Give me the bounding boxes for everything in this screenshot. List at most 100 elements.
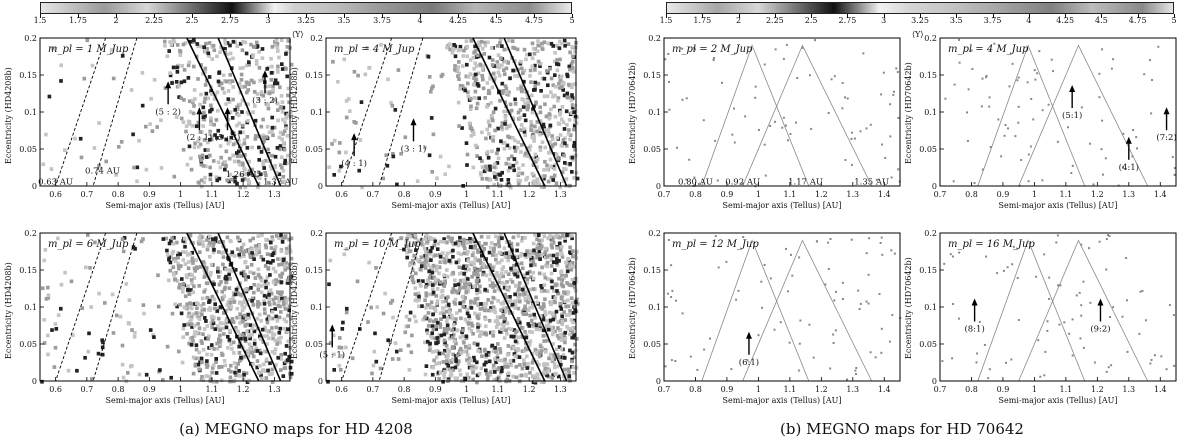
- chaos-cell: [475, 269, 479, 274]
- chaos-cell: [285, 281, 290, 285]
- chaos-cell: [231, 56, 235, 61]
- chaos-cell: [212, 297, 217, 302]
- chaos-cell: [431, 132, 436, 137]
- chaos-cell: [500, 63, 504, 68]
- chaos-cell: [195, 306, 199, 311]
- chaos-cell: [261, 76, 266, 81]
- chaos-cell: [475, 288, 479, 292]
- chaos-cell: [546, 179, 551, 184]
- chaos-cell: [466, 289, 471, 294]
- chaos-cell: [259, 172, 263, 177]
- chaos-cell: [496, 147, 500, 152]
- hill-line: [742, 239, 873, 382]
- chaos-cell: [554, 372, 558, 377]
- chaos-cell: [987, 377, 990, 380]
- chaos-cell: [235, 105, 239, 109]
- chaos-cell: [432, 275, 436, 280]
- chaos-cell: [521, 312, 526, 316]
- plot-area: 0.6 0.7 0.8 0.9 1 1.1 1.2 1.300.050.10.150.2(3 …: [305, 34, 580, 199]
- chaos-cell: [272, 332, 277, 337]
- chaos-cell: [975, 361, 978, 364]
- chaos-cell: [472, 341, 477, 346]
- chaos-cell: [260, 233, 264, 238]
- chaos-cell: [445, 240, 449, 245]
- chaos-cell: [229, 363, 233, 368]
- chaos-cell: [487, 131, 491, 136]
- chaos-cell: [278, 163, 283, 168]
- chaos-cell: [190, 322, 194, 327]
- chaos-cell: [558, 112, 562, 117]
- chaos-cell: [192, 266, 197, 271]
- chaos-cell: [69, 279, 74, 284]
- chaos-cell: [543, 250, 548, 255]
- chaos-cell: [193, 330, 197, 334]
- chaos-cell: [1149, 59, 1151, 62]
- chaos-cell: [463, 86, 467, 91]
- chaos-cell: [342, 252, 347, 257]
- chaos-cell: [277, 172, 282, 177]
- chaos-cell: [525, 52, 529, 57]
- chaos-cell: [283, 295, 287, 300]
- chaos-cell: [234, 365, 238, 370]
- chaos-cell: [239, 154, 243, 158]
- chaos-cell: [952, 180, 955, 183]
- chaos-cell: [223, 160, 227, 164]
- chaos-cell: [498, 38, 503, 42]
- arrow-head: [1069, 85, 1076, 92]
- chaos-cell: [272, 351, 277, 355]
- chaos-cell: [203, 66, 208, 71]
- y-axis-label: Eccentricity (HD70642b): [904, 257, 913, 359]
- chaos-cell: [534, 323, 539, 327]
- chaos-cell: [194, 258, 198, 262]
- chaos-cell: [240, 245, 244, 250]
- chaos-cell: [509, 334, 514, 339]
- chaos-cell: [230, 116, 235, 120]
- chaos-cell: [212, 122, 216, 127]
- chaos-cell: [453, 67, 457, 72]
- chaos-cell: [551, 295, 556, 299]
- chaos-cell: [287, 39, 291, 43]
- chaos-cell: [480, 244, 484, 249]
- colorbar-tick-mark: [774, 14, 776, 18]
- chaos-cell: [570, 301, 575, 305]
- chaos-cell: [217, 282, 222, 287]
- chaos-cell: [240, 84, 244, 89]
- chaos-cell: [459, 252, 463, 257]
- chaos-cell: [569, 233, 574, 238]
- chaos-cell: [224, 102, 228, 106]
- chaos-cell: [89, 305, 93, 309]
- chaos-cell: [253, 276, 258, 280]
- chaos-cell: [480, 354, 484, 358]
- chaos-cell: [504, 86, 509, 91]
- chaos-cell: [215, 346, 220, 351]
- chaos-cell: [498, 315, 503, 320]
- chaos-cell: [224, 267, 228, 272]
- chaos-cell: [551, 165, 556, 169]
- chaos-cell: [426, 249, 431, 254]
- x-tick-label: 1: [756, 190, 761, 199]
- hill-line: [92, 37, 138, 187]
- chaos-cell: [495, 352, 500, 357]
- chaos-cell: [418, 241, 423, 246]
- chaos-cell: [514, 254, 519, 259]
- chaos-cell: [211, 363, 216, 368]
- panel-hd70642-m16: 0.7 0.8 0.9 1 1.1 1.2 1.3 1.4 0 0.05 0.1 0.15 0.2 (8:…: [919, 229, 1177, 394]
- chaos-cell: [857, 289, 860, 292]
- chaos-cell: [273, 175, 277, 180]
- chaos-cell: [496, 126, 500, 131]
- chaos-cell: [458, 301, 462, 306]
- chaos-cell: [492, 289, 497, 293]
- chaos-cell: [221, 73, 226, 78]
- chaos-cell: [218, 305, 223, 309]
- chaos-cell: [575, 302, 580, 306]
- chaos-cell: [327, 282, 331, 287]
- chaos-cell: [393, 341, 398, 345]
- chaos-cell: [502, 282, 507, 286]
- chaos-cell: [197, 235, 202, 240]
- chaos-cell: [167, 278, 171, 283]
- chaos-cell: [473, 297, 478, 301]
- chaos-cell: [502, 285, 507, 290]
- colorbar-tick-label: 4.25: [1056, 16, 1075, 25]
- chaos-cell: [258, 334, 262, 339]
- chaos-cell: [533, 263, 537, 267]
